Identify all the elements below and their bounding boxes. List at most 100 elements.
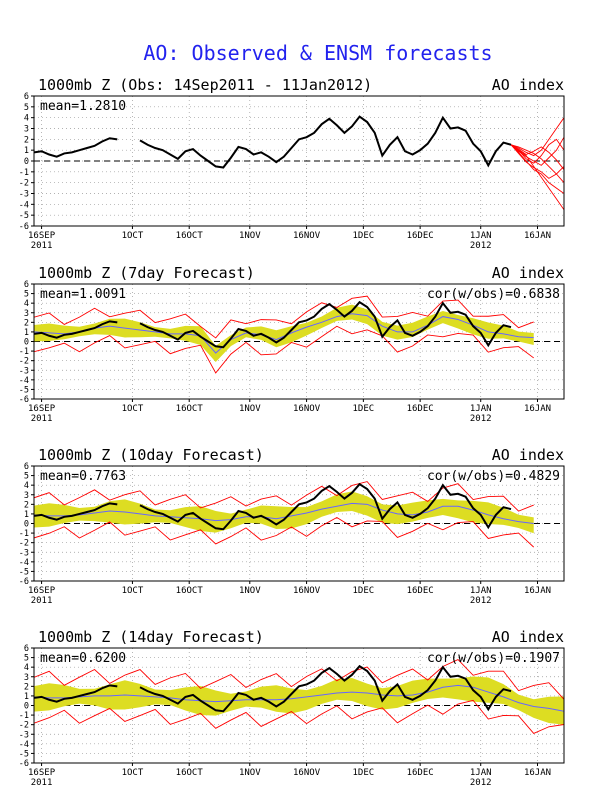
x-tick-label: 16DEC	[407, 768, 434, 778]
panel-right-label: AO index	[492, 446, 564, 464]
x-tick-label: 16DEC	[407, 404, 434, 414]
y-tick-label: -5	[19, 211, 29, 221]
y-tick-label: 3	[24, 491, 29, 501]
x-tick-label: 1NOV	[239, 768, 261, 778]
observed-line	[34, 502, 118, 521]
y-tick-label: -5	[19, 385, 29, 395]
y-tick-label: -6	[19, 222, 29, 232]
panel-title: 1000mb Z (14day Forecast)	[38, 628, 264, 646]
panel-right-label: AO index	[492, 628, 564, 646]
y-tick-label: 5	[24, 654, 29, 664]
x-tick-label: 1OCT	[122, 231, 144, 241]
y-tick-label: -4	[19, 200, 29, 210]
y-tick-label: -2	[19, 721, 29, 731]
forecast-member-line	[510, 144, 564, 170]
ensemble-mean-line	[34, 684, 564, 712]
spread-band	[34, 491, 534, 534]
x-tick-label: 16JAN	[524, 231, 551, 241]
y-tick-label: 0	[24, 157, 29, 167]
x-tick-label: 16NOV	[293, 586, 321, 596]
forecast-member-line	[510, 117, 564, 157]
spread-band	[34, 304, 534, 362]
y-tick-label: 5	[24, 290, 29, 300]
observed-line	[139, 664, 512, 713]
x-tick-label: 16JAN	[524, 768, 551, 778]
x-tick-label: 16SEP	[28, 231, 56, 241]
panel-1: 1000mb Z (Obs: 14Sep2011 - 11Jan2012) AO …	[19, 76, 565, 251]
x-tick-label: 1JAN	[470, 231, 492, 241]
y-tick-label: 2	[24, 500, 29, 510]
y-tick-label: 6	[24, 280, 29, 290]
x-tick-label: 1JAN	[470, 768, 492, 778]
y-tick-label: -5	[19, 567, 29, 577]
mean-label: mean=1.0091	[40, 287, 126, 302]
panel-3: 1000mb Z (10day Forecast) AO index 6543210…	[19, 446, 565, 606]
y-tick-label: -3	[19, 730, 29, 740]
x-tick-year-label: 2011	[31, 596, 53, 606]
panel-4: 1000mb Z (14day Forecast) AO index 6543210…	[19, 628, 565, 788]
y-tick-label: -2	[19, 179, 29, 189]
x-tick-label: 16OCT	[176, 768, 204, 778]
y-tick-label: 6	[24, 644, 29, 654]
panel-title: 1000mb Z (7day Forecast)	[38, 264, 255, 282]
y-tick-label: -1	[19, 168, 29, 178]
x-tick-label: 16JAN	[524, 586, 551, 596]
envelope-lower-line	[34, 699, 564, 735]
panel-right-label: AO index	[492, 76, 564, 94]
y-tick-label: -2	[19, 539, 29, 549]
y-tick-label: -3	[19, 190, 29, 200]
y-tick-label: 1	[24, 146, 29, 156]
forecast-member-line	[510, 136, 564, 166]
y-tick-label: -1	[19, 529, 29, 539]
x-tick-year-label: 2012	[470, 414, 492, 424]
y-tick-label: -6	[19, 395, 29, 405]
y-tick-label: 4	[24, 299, 29, 309]
observed-line	[34, 137, 118, 158]
x-tick-label: 1NOV	[239, 231, 261, 241]
y-tick-label: 4	[24, 114, 29, 124]
y-tick-label: 2	[24, 682, 29, 692]
y-tick-label: -2	[19, 357, 29, 367]
y-tick-label: 3	[24, 309, 29, 319]
forecast-member-line	[510, 144, 564, 183]
x-tick-label: 1DEC	[353, 231, 375, 241]
y-tick-label: 2	[24, 135, 29, 145]
plot-area	[34, 481, 535, 548]
x-tick-label: 1DEC	[353, 586, 375, 596]
envelope-lower-line	[34, 325, 534, 374]
figure-title: AO: Observed & ENSM forecasts	[143, 41, 492, 65]
x-tick-label: 1OCT	[122, 768, 144, 778]
y-tick-label: -5	[19, 749, 29, 759]
forecast-member-line	[510, 144, 564, 179]
x-tick-label: 1NOV	[239, 404, 261, 414]
y-tick-label: 5	[24, 103, 29, 113]
x-tick-year-label: 2011	[31, 414, 53, 424]
plot-area	[34, 659, 564, 735]
y-tick-label: 0	[24, 520, 29, 530]
x-tick-label: 1JAN	[470, 586, 492, 596]
mean-label: mean=1.2810	[40, 99, 126, 114]
y-tick-label: 1	[24, 692, 29, 702]
envelope-upper-line	[34, 481, 534, 512]
ensemble-mean-line	[34, 313, 534, 354]
grid	[34, 466, 564, 581]
envelope-lower-line	[34, 516, 535, 548]
panel-title: 1000mb Z (Obs: 14Sep2011 - 11Jan2012)	[38, 76, 372, 94]
y-tick-label: 6	[24, 462, 29, 472]
y-tick-label: -3	[19, 366, 29, 376]
envelope-upper-line	[34, 659, 564, 700]
y-tick-label: 4	[24, 663, 29, 673]
observed-line	[139, 482, 512, 531]
x-tick-year-label: 2012	[470, 596, 492, 606]
y-tick-label: 1	[24, 328, 29, 338]
correlation-label: cor(w/obs)=0.6838	[427, 287, 560, 302]
y-tick-label: 2	[24, 318, 29, 328]
x-tick-year-label: 2011	[31, 778, 53, 788]
y-tick-label: 0	[24, 702, 29, 712]
x-tick-label: 1OCT	[122, 586, 144, 596]
y-tick-label: -6	[19, 759, 29, 769]
x-tick-label: 1NOV	[239, 586, 261, 596]
x-tick-label: 1OCT	[122, 404, 144, 414]
x-tick-year-label: 2011	[31, 241, 53, 251]
